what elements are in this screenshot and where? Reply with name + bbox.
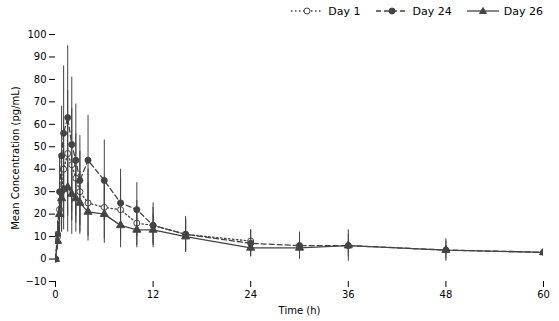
html-text:Day 26: Day 26: [503, 4, 543, 18]
svg-text:0: 0: [52, 289, 58, 300]
svg-text:48: 48: [440, 289, 453, 300]
svg-text:60: 60: [537, 289, 550, 300]
html-text:Day 24: Day 24: [412, 4, 452, 18]
svg-text:90: 90: [34, 51, 47, 62]
svg-text:−10: −10: [25, 276, 46, 287]
html-text:Day 1: Day 1: [328, 4, 361, 18]
svg-text:60: 60: [34, 119, 47, 130]
svg-text:50: 50: [34, 141, 47, 152]
svg-text:Mean Concentration (pg/mL): Mean Concentration (pg/mL): [10, 86, 21, 230]
svg-text:70: 70: [34, 96, 47, 107]
svg-text:24: 24: [244, 289, 257, 300]
svg-text:36: 36: [342, 289, 355, 300]
svg-text:10: 10: [34, 231, 47, 242]
svg-text:Time (h): Time (h): [278, 305, 321, 316]
svg-text:12: 12: [147, 289, 160, 300]
svg-text:100: 100: [27, 29, 46, 40]
svg-text:80: 80: [34, 74, 47, 85]
svg-text:30: 30: [34, 186, 47, 197]
svg-text:20: 20: [34, 208, 47, 219]
svg-text:40: 40: [34, 163, 47, 174]
svg-text:0: 0: [40, 253, 46, 264]
